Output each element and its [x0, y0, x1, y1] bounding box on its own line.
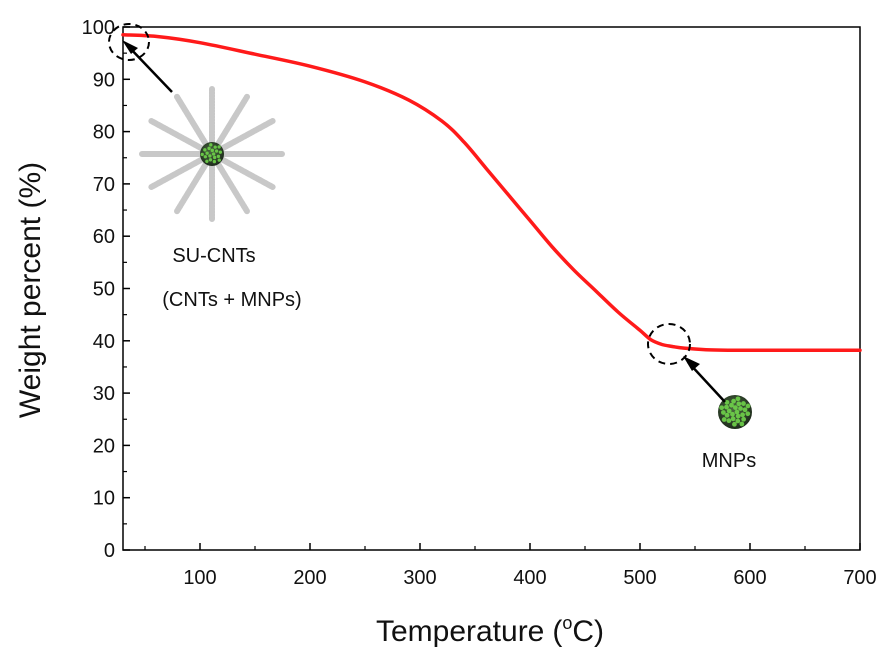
mnp-dot — [200, 152, 204, 157]
y-tick-label: 0 — [104, 540, 115, 562]
mnp-dot — [210, 148, 215, 152]
sucnt-arrow-head — [122, 40, 138, 54]
mnp-dot — [741, 401, 746, 406]
mnp-dot — [205, 151, 209, 155]
x-axis-unit-prefix: ( — [552, 615, 562, 648]
mnp-dot — [745, 411, 751, 417]
mnp-dot — [726, 408, 732, 414]
x-tick-label: 600 — [733, 567, 766, 589]
mnp-dot — [208, 158, 213, 162]
sucnt-sublabel: (CNTs + MNPs) — [162, 289, 301, 311]
mnp-dot — [212, 159, 217, 164]
mnp-dot — [731, 398, 736, 404]
y-tick-label: 40 — [93, 331, 115, 353]
x-axis-title-text: Temperature — [376, 615, 544, 648]
y-tick-label: 70 — [93, 174, 115, 196]
mnp-dot — [741, 416, 747, 422]
mnp-dot — [739, 421, 745, 427]
mnp-dot — [214, 149, 219, 153]
mnp-dot — [721, 417, 727, 422]
mnp-dot — [207, 146, 211, 150]
y-tick-label: 10 — [93, 488, 115, 510]
x-tick-label: 400 — [513, 567, 546, 589]
x-axis-title: Temperature (oC) — [376, 613, 604, 648]
x-tick-label: 500 — [623, 567, 656, 589]
axis-ticks: 0 10 20 30 40 50 60 70 80 90 100 100 200 300 400 500 600… — [82, 17, 877, 589]
mnp-dot — [213, 145, 217, 149]
mnp-dot — [217, 158, 221, 162]
mnp-dot — [720, 410, 726, 415]
mnp-dot — [218, 150, 223, 154]
mnp-dot — [740, 412, 745, 418]
mnps-arrow-head — [683, 356, 700, 371]
x-tick-label: 300 — [403, 567, 436, 589]
mnp-dot — [205, 159, 209, 163]
sucnt-label: SU-CNTs — [172, 245, 255, 267]
mnps-label: MNPs — [702, 450, 756, 472]
weight-loss-curve — [121, 33, 862, 352]
sucnt-dashed-circle — [108, 23, 150, 61]
annotation-sucnt: SU-CNTs (CNTs + MNPs) — [108, 23, 302, 311]
y-axis-title: Weight percent (%) — [14, 162, 47, 418]
y-tick-label: 60 — [93, 226, 115, 248]
mnp-dot — [726, 418, 732, 424]
mnp-dot — [735, 396, 741, 402]
mnps-dashed-circle — [647, 323, 691, 365]
mnp-dot — [735, 418, 741, 424]
mnp-dot — [736, 401, 742, 407]
mnp-dot — [203, 155, 208, 159]
sucnt-arrow — [127, 45, 173, 93]
mnp-dot — [208, 154, 212, 158]
mnp-dot — [211, 152, 216, 156]
y-tick-label: 90 — [93, 69, 115, 91]
x-axis-unit-suffix: C) — [572, 615, 604, 648]
su-cnt-illustration — [139, 85, 285, 223]
mnp-dot — [745, 403, 751, 409]
y-tick-label: 50 — [93, 279, 115, 301]
x-tick-label: 200 — [293, 567, 326, 589]
x-tick-label: 700 — [843, 567, 876, 589]
y-tick-label: 30 — [93, 383, 115, 405]
mnp-dot — [729, 402, 734, 408]
mnp-dot — [734, 409, 740, 415]
mnp-dot — [732, 421, 737, 427]
y-tick-label: 80 — [93, 122, 115, 144]
mnp-dot — [742, 407, 748, 413]
mnp-dot — [217, 145, 221, 149]
mnp-dot — [735, 413, 741, 419]
mnp-dot — [724, 404, 729, 410]
data-series — [121, 33, 862, 352]
mnp-dot — [733, 405, 738, 410]
y-tick-label: 20 — [93, 435, 115, 457]
mnp-dot — [209, 143, 213, 147]
mnp-dot — [212, 155, 217, 160]
mnp-dot — [730, 411, 735, 417]
x-axis-unit-degree: o — [562, 613, 572, 633]
mnp-dot — [719, 405, 725, 411]
x-tick-label: 100 — [183, 567, 216, 589]
mnp-dot — [203, 148, 207, 152]
annotation-mnps: MNPs — [647, 323, 756, 472]
mnp-dot — [216, 154, 221, 159]
mnp-illustration — [718, 395, 752, 429]
mnp-dot — [724, 412, 730, 418]
mnp-dot — [738, 406, 743, 411]
mnp-dot — [730, 416, 736, 422]
y-tick-label: 100 — [82, 17, 115, 39]
